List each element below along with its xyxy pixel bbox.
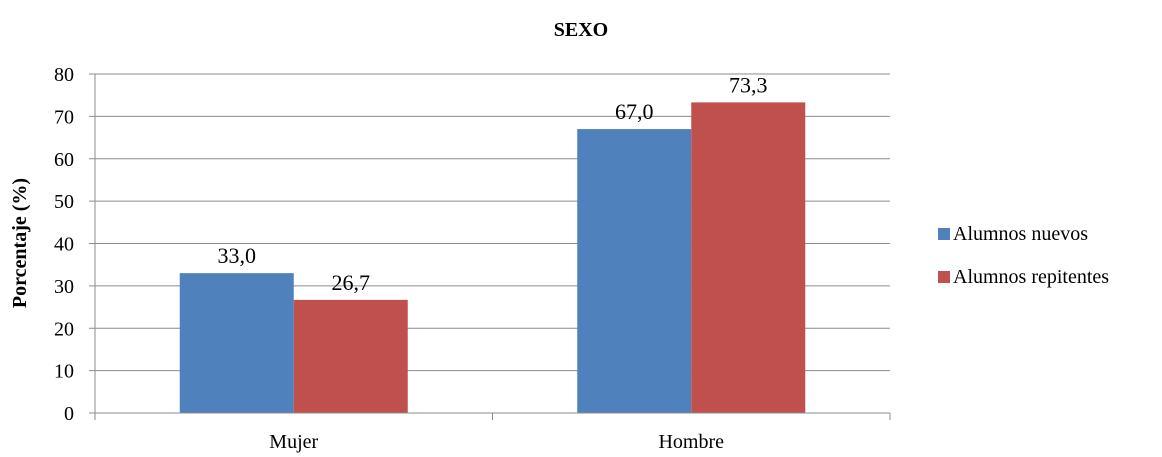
data-labels: 33,0 26,7 67,0 73,3 bbox=[218, 72, 768, 294]
x-tick-label-hombre: Hombre bbox=[658, 431, 724, 453]
data-label: 26,7 bbox=[332, 270, 371, 295]
x-tick-label-mujer: Mujer bbox=[269, 431, 318, 453]
y-tick-label: 40 bbox=[54, 234, 74, 256]
legend-label-2: Alumnos repitentes bbox=[953, 266, 1109, 288]
axes: 0 10 20 30 40 50 60 70 80 Mujer Hombre bbox=[54, 64, 891, 453]
y-axis-label: Porcentaje (%) bbox=[9, 178, 31, 308]
data-label: 73,3 bbox=[729, 72, 768, 97]
chart-title: SEXO bbox=[554, 19, 608, 41]
y-tick-label: 80 bbox=[54, 64, 74, 86]
y-tick-label: 70 bbox=[54, 106, 74, 128]
bar-mujer-series-2 bbox=[293, 299, 408, 413]
bar-hombre-series-1 bbox=[577, 129, 692, 413]
data-label: 33,0 bbox=[218, 243, 257, 268]
data-label: 67,0 bbox=[615, 99, 654, 124]
legend-label-1: Alumnos nuevos bbox=[953, 223, 1088, 245]
bars bbox=[179, 102, 806, 414]
legend-swatch-1 bbox=[938, 228, 950, 240]
y-tick-label: 60 bbox=[54, 149, 74, 171]
bar-mujer-series-1 bbox=[179, 273, 294, 413]
y-tick-label: 10 bbox=[54, 361, 74, 383]
y-tick-label: 0 bbox=[64, 403, 74, 425]
legend: Alumnos nuevos Alumnos repitentes bbox=[938, 223, 1109, 288]
y-tick-label: 20 bbox=[54, 318, 74, 340]
bar-hombre-series-2 bbox=[691, 102, 806, 414]
y-tick-label: 30 bbox=[54, 276, 74, 298]
y-tick-label: 50 bbox=[54, 191, 74, 213]
legend-swatch-2 bbox=[938, 271, 950, 283]
